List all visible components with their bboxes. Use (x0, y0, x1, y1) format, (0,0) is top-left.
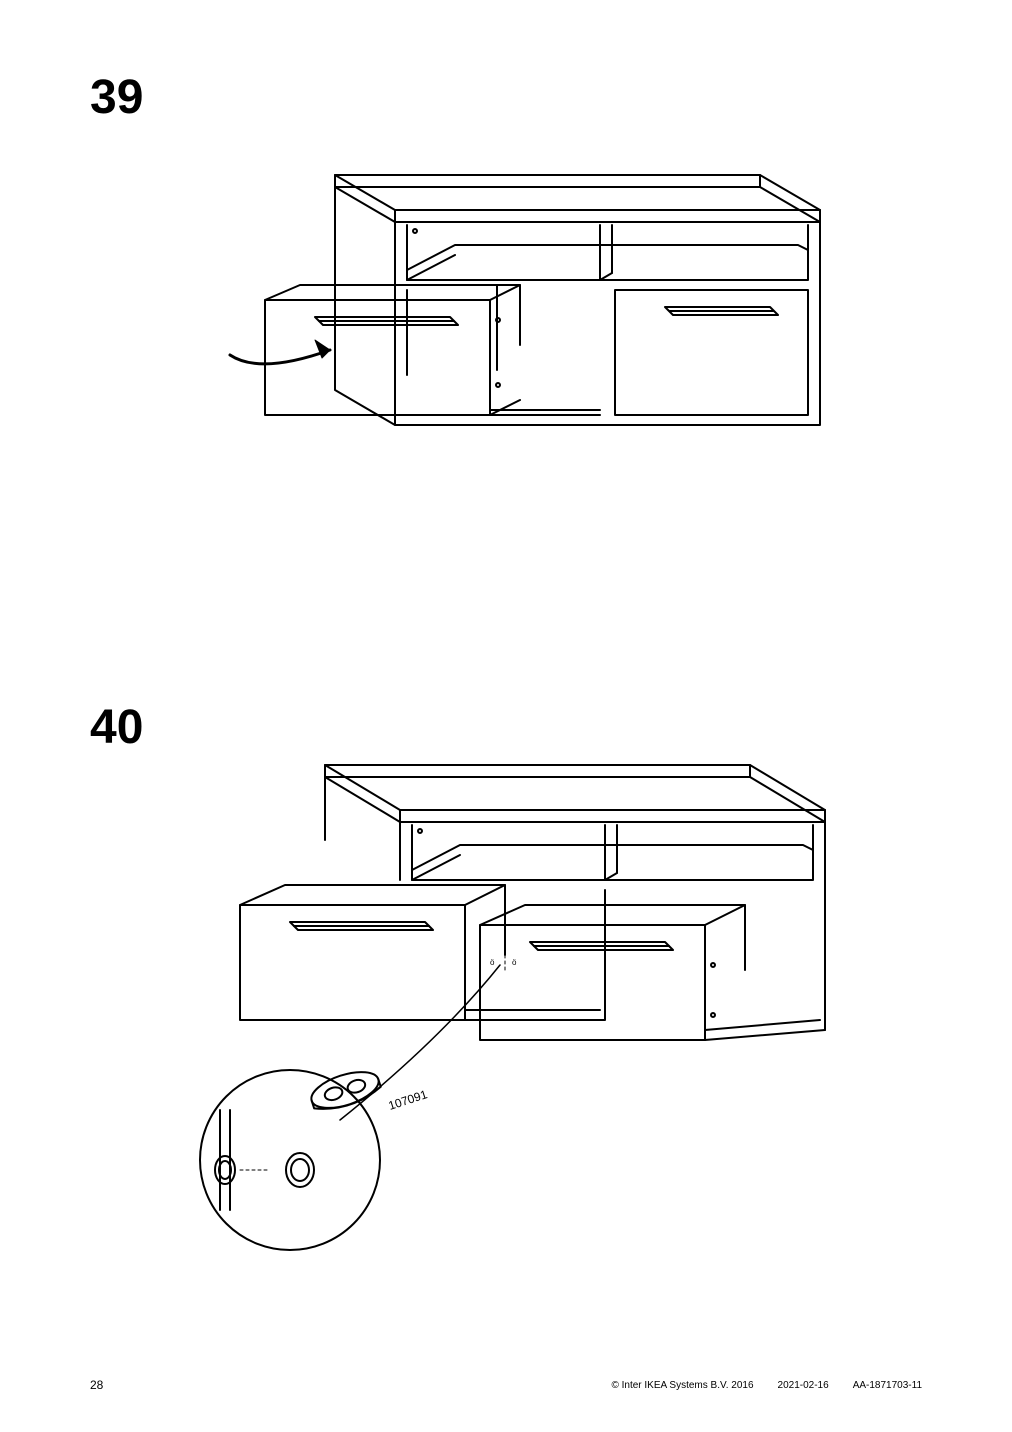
step-39-number: 39 (90, 70, 143, 125)
step-40-number: 40 (90, 700, 143, 755)
footer: 28 © Inter IKEA Systems B.V. 2016 2021-0… (90, 1378, 922, 1392)
svg-text:ö: ö (490, 958, 495, 967)
footer-right: © Inter IKEA Systems B.V. 2016 2021-02-1… (611, 1380, 922, 1391)
part-number-label: 107091 (387, 1087, 430, 1113)
copyright-text: © Inter IKEA Systems B.V. 2016 (611, 1380, 753, 1391)
date-text: 2021-02-16 (778, 1380, 829, 1391)
doc-id-text: AA-1871703-11 (853, 1380, 922, 1391)
svg-text:ö: ö (512, 958, 517, 967)
page-number: 28 (90, 1378, 103, 1392)
page-container: 39 (0, 0, 1012, 1432)
step-40-diagram: ö ö (160, 740, 860, 1260)
step-39-diagram (200, 145, 840, 485)
